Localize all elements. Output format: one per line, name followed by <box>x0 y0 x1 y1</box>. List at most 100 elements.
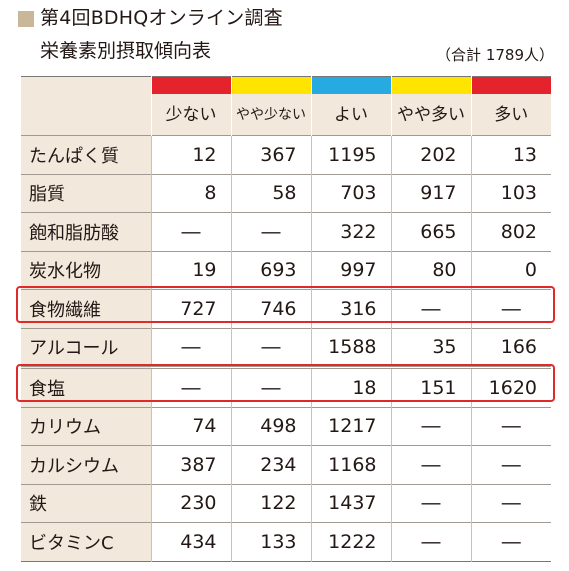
table-cell: 12 <box>150 135 231 174</box>
table-cell: ― <box>470 522 551 561</box>
table-cell: 917 <box>390 173 471 213</box>
table-cell: 1217 <box>310 406 391 446</box>
table-row-highlighted: 食物繊維 727 746 316 ― ― <box>21 289 551 328</box>
table-cell: 74 <box>150 406 231 446</box>
table-cell: ― <box>150 327 231 368</box>
table-cell: 35 <box>390 327 471 368</box>
table-cell: ― <box>470 445 551 484</box>
table-cell: 151 <box>390 366 471 407</box>
header-corner <box>21 76 152 136</box>
table-cell: 1588 <box>310 327 391 368</box>
color-bar-slightly-many <box>391 77 471 94</box>
table-cell: 166 <box>470 327 551 368</box>
table-cell: 1620 <box>470 366 551 407</box>
color-bar-slightly-few <box>231 77 311 94</box>
table-cell: ― <box>390 406 471 446</box>
table-cell: 703 <box>310 173 391 213</box>
table-cell: ― <box>470 289 551 328</box>
row-label: 食塩 <box>21 366 151 407</box>
row-label: カルシウム <box>21 445 151 484</box>
table-cell: ― <box>390 289 471 328</box>
table-row: アルコール ― ― 1588 35 166 <box>21 327 551 368</box>
table-row: ビタミンC 434 133 1222 ― ― <box>21 522 551 561</box>
table-cell: ― <box>390 522 471 561</box>
table-cell: 133 <box>230 522 311 561</box>
table-cell: 1222 <box>310 522 391 561</box>
row-label: 脂質 <box>21 173 151 213</box>
table-cell: 802 <box>470 212 551 251</box>
table-cell: ― <box>470 406 551 446</box>
table-cell: ― <box>390 483 471 523</box>
color-bar-good <box>311 77 391 94</box>
table-row: たんぱく質 12 367 1195 202 13 <box>21 135 551 174</box>
title-square-icon <box>18 11 34 27</box>
row-label: 鉄 <box>21 483 151 523</box>
table-cell: 8 <box>150 173 231 213</box>
column-header-label: よい <box>334 105 368 125</box>
table-cell: ― <box>390 445 471 484</box>
table-cell: 665 <box>390 212 471 251</box>
table-cell: 1168 <box>310 445 391 484</box>
table-cell: ― <box>230 366 311 407</box>
table-row-highlighted: 食塩 ― ― 18 151 1620 <box>21 366 551 407</box>
column-header-label: 少ない <box>165 105 217 125</box>
row-label: 炭水化物 <box>21 250 151 290</box>
column-header-slightly-few: やや少ない <box>231 76 312 136</box>
page-title: 第4回BDHQオンライン調査 <box>40 7 283 29</box>
table-cell: 58 <box>230 173 311 213</box>
table-cell: 230 <box>150 483 231 523</box>
table-cell: 434 <box>150 522 231 561</box>
row-label: 食物繊維 <box>21 289 151 328</box>
table-cell: 234 <box>230 445 311 484</box>
row-label: たんぱく質 <box>21 135 151 174</box>
table-cell: ― <box>230 327 311 368</box>
column-header-label: やや少ない <box>236 107 306 123</box>
table-cell: 498 <box>230 406 311 446</box>
color-bar-many <box>471 77 551 94</box>
table-header-row: 少ない やや少ない よい やや多い 多い <box>21 76 551 136</box>
table-row: 飽和脂肪酸 ― ― 322 665 802 <box>21 212 551 251</box>
table-row: 脂質 8 58 703 917 103 <box>21 173 551 213</box>
table-cell: ― <box>150 366 231 407</box>
column-header-few: 少ない <box>151 76 232 136</box>
table-row: 鉄 230 122 1437 ― ― <box>21 483 551 523</box>
column-header-good: よい <box>311 76 392 136</box>
row-label: 飽和脂肪酸 <box>21 212 151 251</box>
title-block: 第4回BDHQオンライン調査 栄養素別摂取傾向表 （合計 1789人） <box>18 0 558 72</box>
table-cell: 1437 <box>310 483 391 523</box>
table-cell: ― <box>150 212 231 251</box>
column-header-many: 多い <box>471 76 551 136</box>
table-cell: 367 <box>230 135 311 174</box>
table-cell: 693 <box>230 250 311 290</box>
table-cell: 997 <box>310 250 391 290</box>
table-cell: 18 <box>310 366 391 407</box>
color-bar-few <box>151 77 231 94</box>
table-cell: ― <box>470 483 551 523</box>
table-cell: 19 <box>150 250 231 290</box>
table-row: 炭水化物 19 693 997 80 0 <box>21 250 551 290</box>
intake-table: 少ない やや少ない よい やや多い 多い たんぱく質 12 367 1195 2… <box>21 76 551 562</box>
total-count: （合計 1789人） <box>436 46 554 64</box>
page-subtitle: 栄養素別摂取傾向表 <box>40 40 212 62</box>
column-header-slightly-many: やや多い <box>391 76 472 136</box>
table-cell: 122 <box>230 483 311 523</box>
table-row: カリウム 74 498 1217 ― ― <box>21 406 551 446</box>
table-cell: 727 <box>150 289 231 328</box>
table-row: カルシウム 387 234 1168 ― ― <box>21 445 551 484</box>
table-cell: 322 <box>310 212 391 251</box>
table-cell: 103 <box>470 173 551 213</box>
table-cell: 316 <box>310 289 391 328</box>
row-label: ビタミンC <box>21 522 151 561</box>
column-header-label: 多い <box>494 105 529 125</box>
table-cell: ― <box>230 212 311 251</box>
table-cell: 80 <box>390 250 471 290</box>
table-cell: 387 <box>150 445 231 484</box>
table-cell: 202 <box>390 135 471 174</box>
table-cell: 1195 <box>310 135 391 174</box>
table-cell: 13 <box>470 135 551 174</box>
column-header-label: やや多い <box>397 105 465 125</box>
table-cell: 746 <box>230 289 311 328</box>
table-cell: 0 <box>470 250 551 290</box>
row-label: カリウム <box>21 406 151 446</box>
row-label: アルコール <box>21 327 151 368</box>
